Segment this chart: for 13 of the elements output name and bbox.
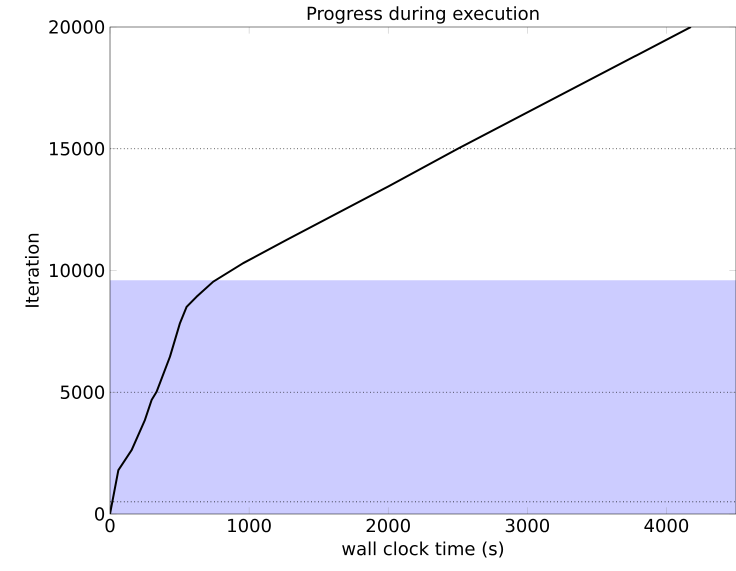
x-tick-label: 0 — [105, 518, 115, 532]
x-tick-label: 1000 — [228, 518, 271, 532]
x-tick-label: 4000 — [644, 518, 688, 532]
y-axis-title: Iteration — [24, 234, 39, 307]
y-tick-label: 0 — [95, 507, 104, 521]
y-tick-label: 15000 — [50, 142, 104, 156]
x-tick-label: 3000 — [506, 518, 550, 532]
y-tick-label: 20000 — [49, 20, 104, 34]
y-tick-label: 5000 — [60, 385, 104, 400]
x-tick-label: 2000 — [366, 518, 410, 532]
chart-title: Progress during execution — [308, 6, 539, 24]
y-tick-label: 10000 — [50, 264, 104, 278]
x-axis-title: wall clock time (s) — [342, 541, 504, 558]
